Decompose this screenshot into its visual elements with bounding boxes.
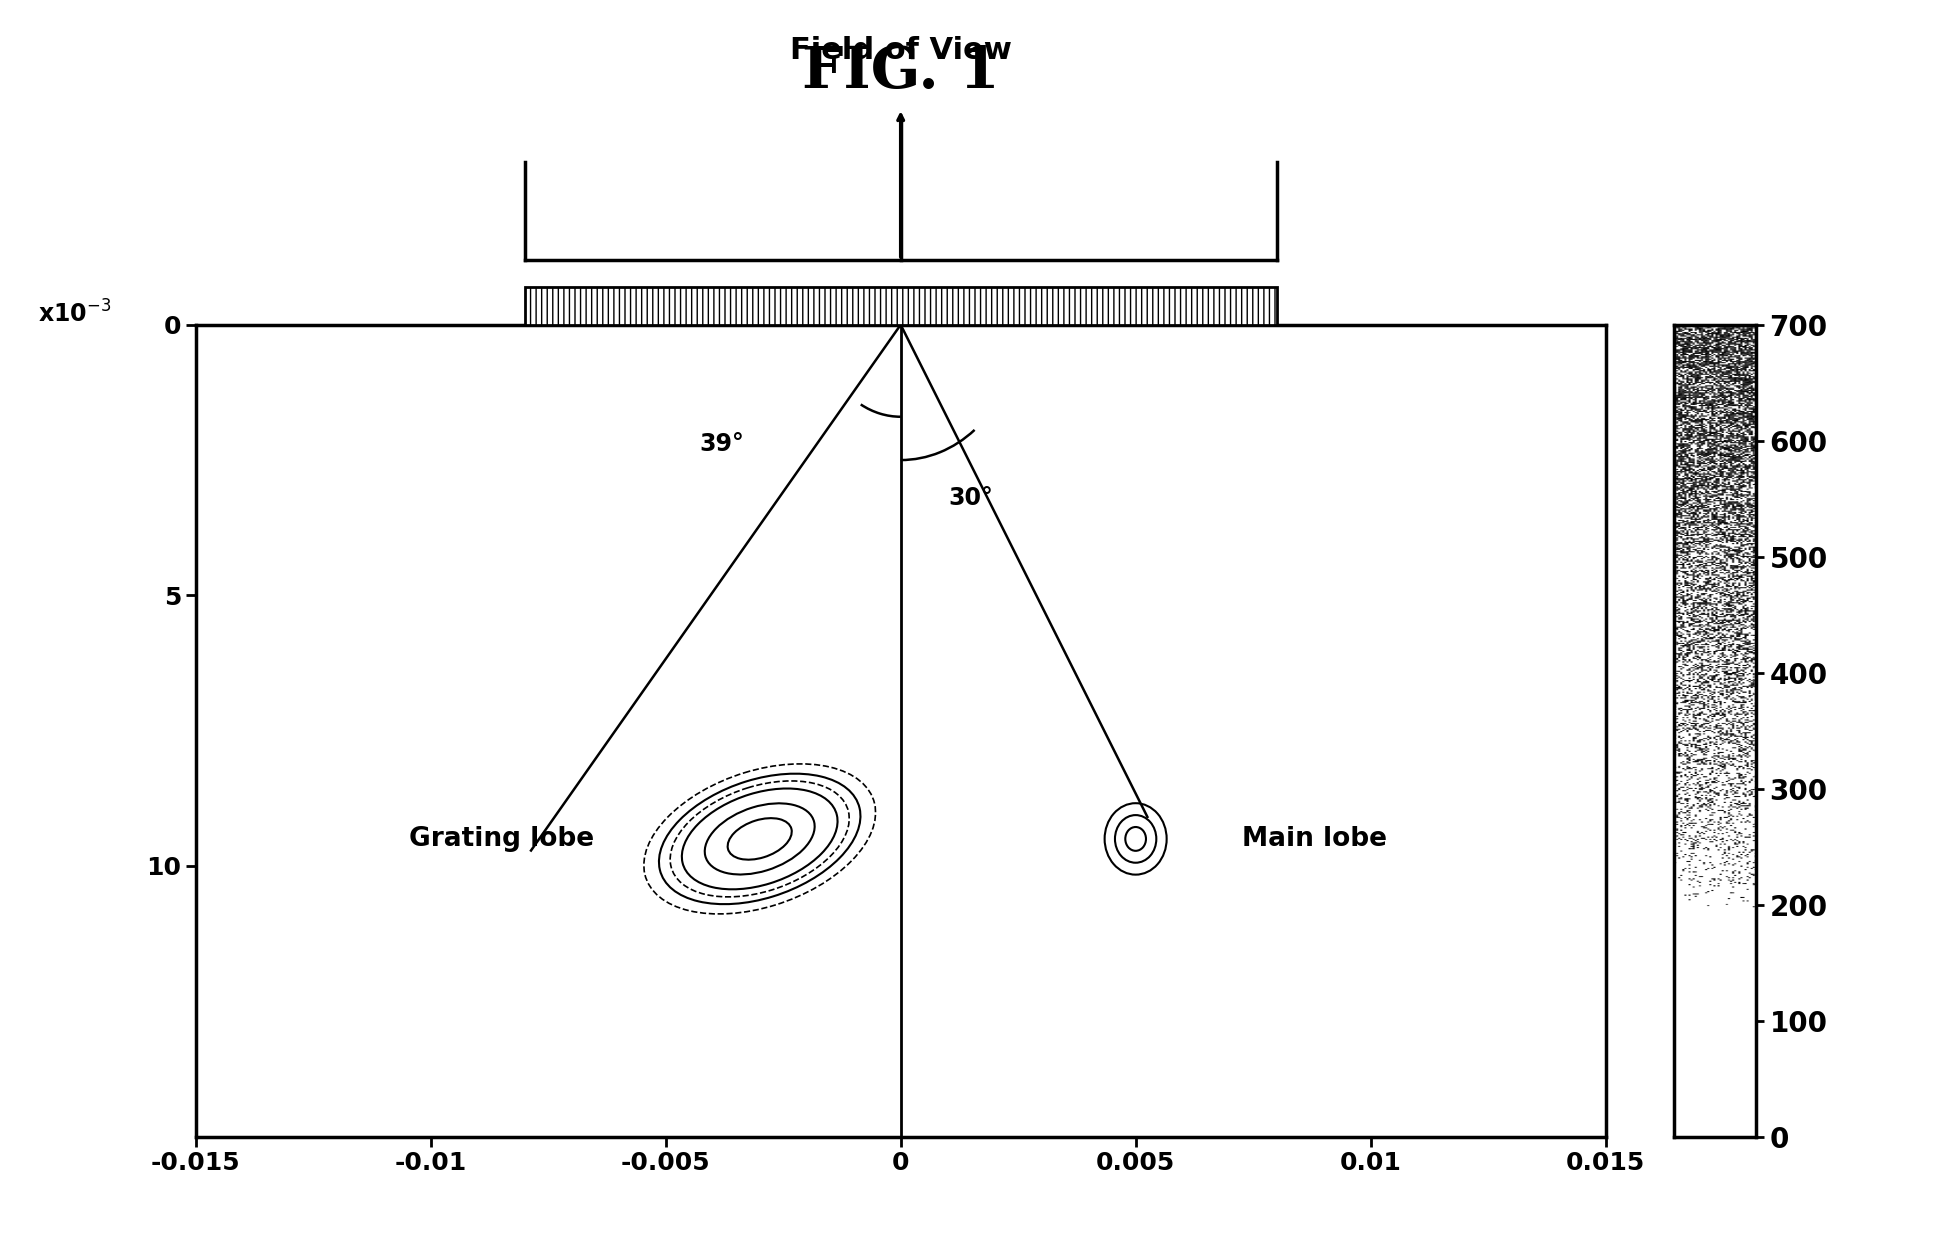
Text: FIG. 1: FIG. 1	[802, 44, 998, 100]
Text: x10$^{-3}$: x10$^{-3}$	[37, 301, 112, 327]
Text: Grating lobe: Grating lobe	[409, 826, 593, 852]
Bar	[524, 287, 1276, 325]
Text: Main lobe: Main lobe	[1241, 826, 1386, 852]
Text: Field of View: Field of View	[789, 36, 1012, 65]
Text: 39°: 39°	[699, 432, 744, 456]
Text: 30°: 30°	[949, 486, 992, 510]
